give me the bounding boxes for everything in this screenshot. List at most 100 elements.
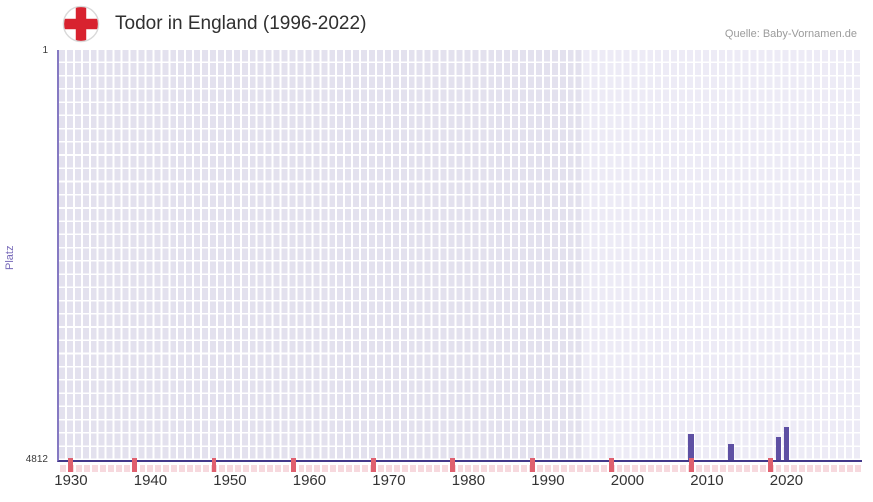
axis-marker-strip — [59, 458, 862, 480]
axis-marker-1945 — [187, 465, 194, 472]
axis-marker-1966 — [354, 465, 361, 472]
x-tick-2010: 2010 — [690, 472, 724, 489]
axis-marker-2005 — [664, 465, 671, 472]
axis-marker-1989 — [537, 465, 543, 472]
axis-marker-2026 — [831, 465, 838, 472]
axis-marker-1942 — [163, 465, 170, 472]
x-tick-1970: 1970 — [372, 472, 406, 489]
source-label: Quelle: Baby-Vornamen.de — [724, 28, 857, 40]
axis-marker-1969 — [378, 465, 384, 472]
axis-marker-2029 — [855, 465, 861, 472]
axis-marker-2014 — [735, 465, 742, 472]
axis-marker-1960 — [306, 465, 313, 472]
axis-marker-highlight-2018 — [768, 458, 774, 472]
bar-2008[interactable] — [688, 434, 695, 460]
axis-marker-2021 — [791, 465, 798, 472]
x-tick-1930: 1930 — [54, 472, 88, 489]
axis-marker-1939 — [139, 465, 146, 472]
axis-marker-1990 — [544, 465, 551, 472]
x-tick-2020: 2020 — [769, 472, 804, 489]
axis-marker-2017 — [759, 465, 766, 472]
axis-marker-1932 — [83, 465, 90, 472]
axis-marker-2003 — [648, 465, 655, 472]
axis-marker-1971 — [393, 465, 400, 472]
gridlines — [59, 50, 862, 460]
axis-marker-1980 — [465, 465, 472, 472]
axis-marker-1996 — [592, 465, 599, 472]
axis-marker-1997 — [600, 465, 607, 472]
axis-marker-1936 — [115, 465, 122, 472]
axis-marker-highlight-1930 — [68, 458, 74, 472]
axis-marker-1981 — [473, 465, 480, 472]
axis-marker-1943 — [171, 465, 178, 472]
x-tick-1990: 1990 — [531, 472, 565, 489]
bar-2019[interactable] — [775, 436, 782, 460]
axis-marker-2015 — [743, 465, 750, 472]
axis-marker-2024 — [815, 465, 822, 472]
axis-marker-highlight-1968 — [370, 458, 376, 472]
axis-marker-1952 — [242, 465, 249, 472]
axis-marker-1992 — [560, 465, 567, 472]
axis-marker-highlight-1988 — [529, 458, 535, 472]
axis-marker-2027 — [839, 465, 846, 472]
axis-marker-1959 — [298, 465, 305, 472]
axis-marker-1965 — [346, 465, 353, 472]
axis-marker-2013 — [727, 465, 734, 472]
axis-marker-2028 — [847, 465, 854, 472]
axis-marker-2004 — [656, 465, 663, 472]
axis-marker-1975 — [425, 465, 432, 472]
axis-marker-1973 — [409, 465, 416, 472]
axis-marker-1946 — [195, 465, 202, 472]
axis-marker-1974 — [417, 465, 424, 472]
y-tick-min: 1 — [42, 45, 48, 56]
axis-marker-2023 — [807, 465, 814, 472]
axis-marker-2012 — [719, 465, 726, 472]
bar-2013[interactable] — [727, 443, 734, 460]
axis-marker-2006 — [672, 465, 679, 472]
axis-marker-1979 — [457, 465, 464, 472]
x-tick-1940: 1940 — [133, 472, 168, 489]
chart-title: Todor in England (1996-2022) — [115, 13, 367, 34]
axis-marker-highlight-1938 — [132, 458, 137, 472]
axis-marker-2011 — [711, 465, 718, 472]
x-tick-2000: 2000 — [610, 472, 645, 489]
axis-marker-1962 — [322, 465, 329, 472]
axis-marker-1987 — [521, 465, 528, 472]
axis-marker-1935 — [107, 465, 114, 472]
bar-2020[interactable] — [783, 427, 790, 460]
axis-marker-1963 — [330, 465, 337, 472]
axis-marker-highlight-1958 — [291, 458, 296, 472]
axis-marker-2007 — [680, 465, 687, 472]
axis-marker-1964 — [338, 465, 345, 472]
axis-marker-1934 — [99, 465, 106, 472]
axis-marker-1994 — [576, 465, 583, 472]
chart-header: Todor in England (1996-2022) Quelle: Bab… — [0, 0, 873, 48]
axis-marker-1983 — [489, 465, 496, 472]
x-tick-1960: 1960 — [292, 472, 327, 489]
axis-marker-1954 — [258, 465, 265, 472]
plot-area — [57, 50, 862, 462]
axis-marker-1991 — [552, 465, 559, 472]
axis-marker-1961 — [314, 465, 321, 472]
axis-marker-1949 — [219, 465, 225, 472]
axis-marker-1941 — [155, 465, 162, 472]
axis-marker-1957 — [282, 465, 289, 472]
axis-marker-1944 — [179, 465, 186, 472]
axis-marker-2022 — [799, 465, 806, 472]
axis-marker-1933 — [91, 465, 98, 472]
axis-marker-2010 — [703, 465, 710, 472]
axis-marker-1929 — [60, 465, 66, 472]
axis-marker-1955 — [266, 465, 273, 472]
axis-marker-1985 — [505, 465, 512, 472]
axis-marker-1977 — [441, 465, 448, 472]
axis-marker-2019 — [775, 465, 782, 472]
axis-marker-highlight-2008 — [688, 458, 694, 472]
axis-marker-1956 — [274, 465, 281, 472]
axis-marker-1970 — [385, 465, 392, 472]
axis-marker-1999 — [616, 465, 623, 472]
axis-marker-2025 — [823, 465, 830, 472]
axis-marker-2009 — [696, 465, 702, 472]
y-tick-max: 4812 — [25, 454, 48, 465]
axis-marker-1993 — [568, 465, 575, 472]
